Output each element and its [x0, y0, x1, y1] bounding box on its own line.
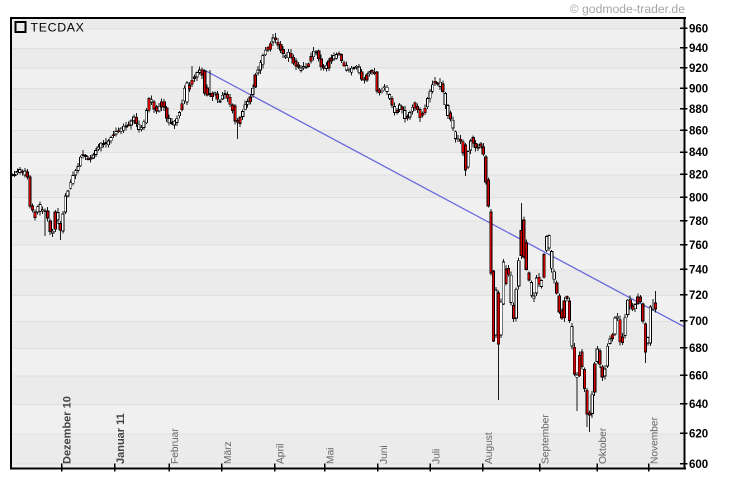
svg-text:November: November [650, 416, 661, 464]
svg-text:Juli: Juli [431, 449, 442, 464]
svg-text:© godmode-trader.de: © godmode-trader.de [570, 2, 686, 16]
svg-text:April: April [276, 444, 287, 464]
svg-text:600: 600 [689, 459, 708, 471]
svg-text:Januar 11: Januar 11 [115, 413, 127, 464]
svg-text:780: 780 [689, 216, 708, 228]
svg-text:Oktober: Oktober [598, 427, 609, 464]
svg-text:920: 920 [689, 63, 708, 75]
svg-text:TECDAX: TECDAX [31, 20, 85, 34]
svg-text:820: 820 [689, 170, 708, 182]
svg-text:900: 900 [689, 83, 708, 95]
svg-text:August: August [484, 432, 495, 464]
svg-text:960: 960 [689, 24, 708, 36]
svg-text:940: 940 [689, 43, 708, 55]
svg-text:840: 840 [689, 147, 708, 159]
svg-text:880: 880 [689, 104, 708, 116]
svg-text:März: März [223, 441, 234, 464]
svg-text:620: 620 [689, 429, 708, 441]
svg-text:680: 680 [689, 343, 708, 355]
svg-text:660: 660 [689, 371, 708, 383]
svg-text:Mai: Mai [326, 448, 337, 464]
svg-text:860: 860 [689, 125, 708, 137]
svg-text:800: 800 [689, 192, 708, 204]
svg-text:740: 740 [689, 265, 708, 277]
svg-text:Dezember 10: Dezember 10 [62, 396, 74, 464]
svg-text:September: September [541, 414, 552, 464]
svg-text:720: 720 [689, 290, 708, 302]
svg-text:760: 760 [689, 240, 708, 252]
svg-text:Juni: Juni [379, 445, 390, 464]
svg-text:Februar: Februar [170, 428, 181, 464]
svg-text:640: 640 [689, 399, 708, 411]
svg-text:700: 700 [689, 316, 708, 328]
